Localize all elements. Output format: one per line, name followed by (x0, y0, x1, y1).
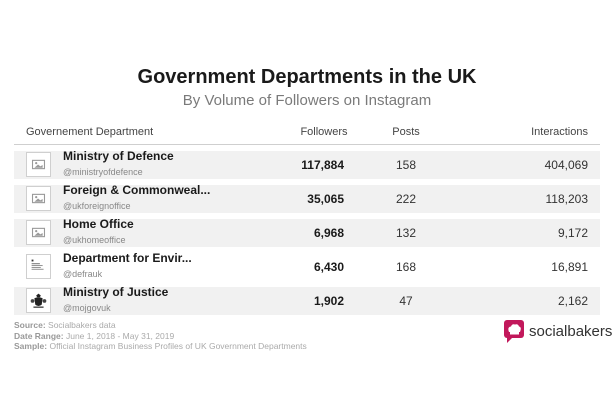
header-posts: Posts (392, 126, 420, 138)
footer-source-value: Socialbakers data (48, 320, 116, 330)
brand-logo: socialbakers (503, 318, 612, 344)
department-handle: @ministryofdefence (63, 167, 143, 177)
brand-name: socialbakers (529, 322, 613, 340)
followers-value: 35,065 (307, 192, 344, 206)
interactions-value: 2,162 (557, 294, 588, 308)
department-handle: @defrauk (63, 269, 103, 279)
placeholder-image-icon (26, 152, 51, 177)
footer-sample-value: Official Instagram Business Profiles of … (49, 341, 307, 351)
table-body: Ministry of Defence @ministryofdefence 1… (14, 149, 600, 315)
interactions-value: 16,891 (551, 260, 588, 274)
followers-value: 1,902 (313, 294, 344, 308)
footer-range-label: Date Range: (14, 330, 64, 341)
footer-source-label: Source: (14, 320, 46, 330)
table-row: Home Office @ukhomeoffice 6,968 132 9,17… (14, 217, 600, 247)
department-name: Department for Envir... (63, 251, 192, 265)
placeholder-image-icon (26, 186, 51, 211)
followers-value: 6,430 (313, 260, 344, 274)
placeholder-image-icon (26, 220, 51, 245)
table-row: Ministry of Defence @ministryofdefence 1… (14, 149, 600, 179)
defra-crest-icon (26, 254, 51, 279)
table-row: Foreign & Commonweal... @ukforeignoffice… (14, 183, 600, 213)
royal-coat-of-arms-icon (26, 288, 51, 313)
chart-subtitle: By Volume of Followers on Instagram (182, 92, 432, 109)
department-handle: @mojgovuk (63, 303, 111, 313)
chart-title: Government Departments in the UK (137, 66, 477, 88)
posts-value: 222 (395, 192, 417, 206)
department-name: Ministry of Defence (63, 149, 174, 163)
table-row: Ministry of Justice @mojgovuk 1,902 47 2… (14, 285, 600, 315)
posts-value: 158 (395, 158, 417, 172)
footer-range: Date Range: June 1, 2018 - May 31, 2019 (14, 331, 307, 342)
footer-range-value: June 1, 2018 - May 31, 2019 (65, 330, 175, 341)
posts-value: 132 (395, 226, 417, 240)
table-header: Governement Department Followers Posts I… (14, 118, 600, 145)
footer-source: Source: Socialbakers data (14, 320, 307, 331)
table-row: Department for Envir... @defrauk 6,430 1… (14, 251, 600, 281)
footer-sample-label: Sample: (14, 341, 48, 351)
department-handle: @ukforeignoffice (63, 201, 131, 211)
departments-table: Governement Department Followers Posts I… (14, 118, 600, 315)
header-interactions: Interactions (531, 126, 588, 138)
posts-value: 168 (395, 260, 417, 274)
interactions-value: 404,069 (544, 158, 588, 172)
interactions-value: 118,203 (545, 192, 589, 206)
department-name: Foreign & Commonweal... (63, 183, 211, 197)
department-handle: @ukhomeoffice (63, 235, 126, 245)
header-followers: Followers (300, 126, 348, 138)
followers-value: 117,884 (301, 158, 344, 172)
followers-value: 6,968 (313, 226, 344, 240)
posts-value: 47 (399, 294, 413, 308)
socialbakers-chef-hat-icon (504, 320, 524, 343)
header-department: Governement Department (26, 126, 154, 138)
department-name: Home Office (63, 217, 134, 231)
interactions-value: 9,172 (557, 226, 588, 240)
department-name: Ministry of Justice (63, 285, 169, 299)
chart-footer: Source: Socialbakers data Date Range: Ju… (14, 320, 307, 352)
footer-sample: Sample: Official Instagram Business Prof… (14, 341, 307, 352)
